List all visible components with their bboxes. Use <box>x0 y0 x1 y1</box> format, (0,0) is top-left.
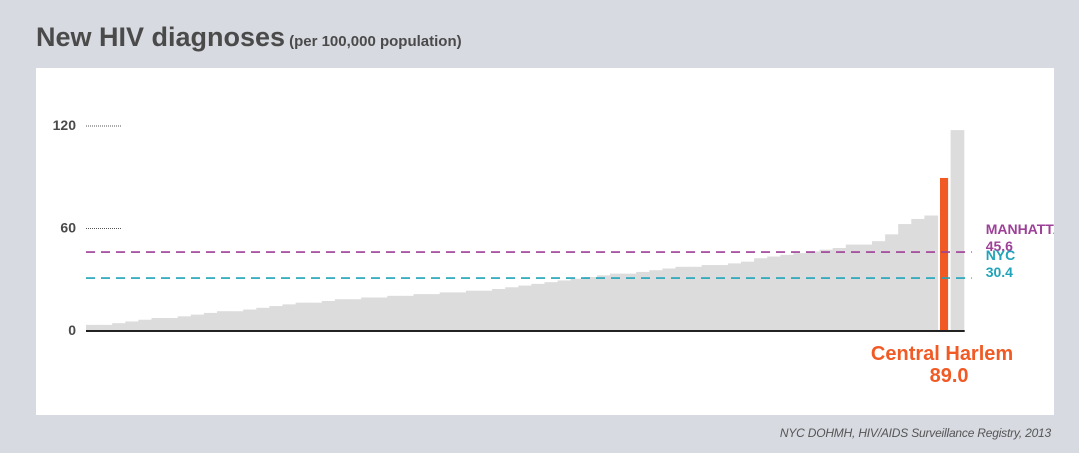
bar <box>885 234 899 330</box>
bar <box>623 273 637 330</box>
bar <box>151 318 166 330</box>
bar <box>452 292 467 330</box>
bar <box>924 215 939 330</box>
bar <box>806 251 821 330</box>
bar <box>86 324 100 330</box>
bar <box>649 270 663 330</box>
bar <box>361 297 375 330</box>
bar <box>767 256 781 330</box>
title-subtitle: (per 100,000 population) <box>289 33 462 50</box>
bar <box>230 311 244 330</box>
highlight-value-label: 89.0 <box>930 365 969 387</box>
bar <box>125 321 139 330</box>
reference-lines <box>86 251 972 279</box>
source-note: NYC DOHMH, HIV/AIDS Surveillance Registr… <box>779 426 1051 440</box>
bar <box>387 295 401 330</box>
bar <box>570 278 585 330</box>
bar <box>780 254 794 330</box>
bar <box>898 224 912 330</box>
y-axis: 120 60 0 <box>53 117 122 338</box>
bars-group <box>86 130 965 330</box>
bar <box>845 244 860 330</box>
bar <box>950 130 965 330</box>
bar <box>583 277 598 330</box>
reference-label-nyc: NYC <box>986 247 1016 263</box>
bar <box>492 289 506 330</box>
bar <box>256 307 270 330</box>
highlight-name-label: Central Harlem <box>871 343 1013 365</box>
bar <box>400 295 415 330</box>
bar <box>518 285 532 330</box>
bar <box>190 314 205 330</box>
bar <box>911 218 925 330</box>
bar <box>308 302 323 330</box>
reference-value-nyc: 30.4 <box>986 264 1013 280</box>
bar <box>203 312 218 330</box>
bar <box>505 287 519 330</box>
bar <box>177 316 192 330</box>
bar <box>819 249 834 330</box>
bar <box>636 271 650 330</box>
bar <box>675 266 690 330</box>
bar <box>872 241 886 330</box>
bar <box>348 299 362 330</box>
bar <box>269 306 284 330</box>
bar <box>243 309 257 330</box>
bar <box>282 304 297 330</box>
bar <box>688 266 703 330</box>
bar <box>465 290 480 330</box>
bar <box>413 294 428 330</box>
bar <box>138 319 153 330</box>
bar <box>426 294 441 330</box>
y-tick-label: 120 <box>53 117 77 133</box>
bar <box>596 275 611 330</box>
bar <box>479 290 493 330</box>
bar <box>741 261 755 330</box>
y-tick-label: 60 <box>60 220 76 236</box>
bar <box>714 265 729 330</box>
bar <box>295 302 310 330</box>
bar <box>217 311 231 330</box>
reference-label-manhattan: MANHATTAN <box>986 221 1054 237</box>
title-main: New HIV diagnoses <box>36 22 286 52</box>
bar <box>832 248 847 330</box>
bar <box>662 268 677 330</box>
bar <box>334 299 349 330</box>
bar <box>544 282 559 330</box>
bar <box>374 297 388 330</box>
bar <box>557 280 572 330</box>
bar-highlight-central-harlem <box>940 177 949 330</box>
bar <box>793 253 808 330</box>
bar <box>531 283 546 330</box>
chart-title: New HIV diagnoses (per 100,000 population… <box>36 22 462 53</box>
bar <box>99 324 113 330</box>
bar <box>754 258 768 330</box>
bar <box>727 263 742 330</box>
reference-value-manhattan: 45.6 <box>986 238 1013 254</box>
bar <box>321 300 336 330</box>
y-tick-label: 0 <box>68 322 76 338</box>
bar <box>439 292 454 330</box>
bar <box>164 318 179 330</box>
bar <box>701 265 716 330</box>
bar <box>610 273 624 330</box>
bar <box>858 244 873 330</box>
bar <box>112 323 126 330</box>
